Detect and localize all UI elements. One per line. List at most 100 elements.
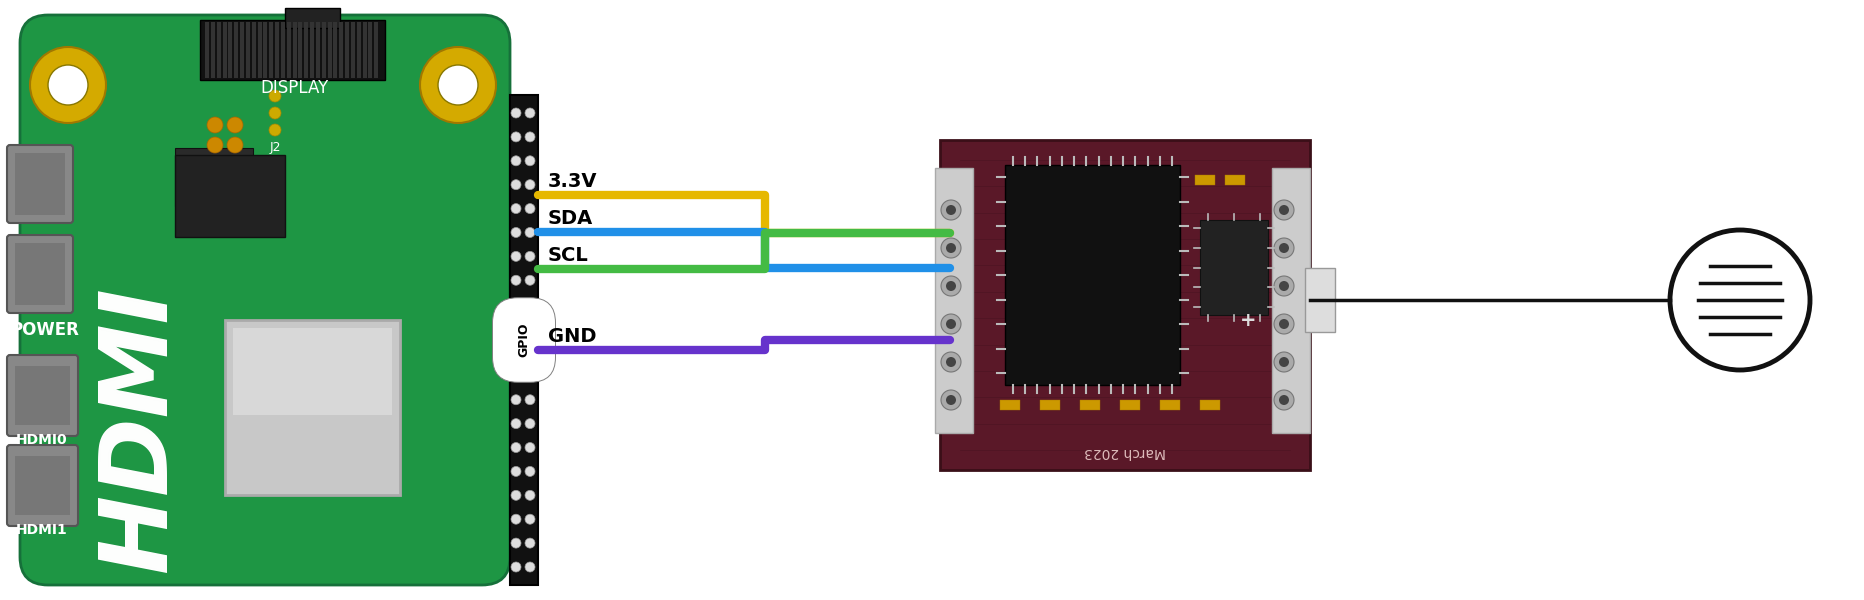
Text: POWER: POWER: [11, 321, 80, 339]
Bar: [15, 366, 71, 425]
Bar: [999, 400, 1020, 410]
Bar: [322, 22, 326, 78]
Bar: [362, 22, 367, 78]
Circle shape: [947, 205, 956, 215]
Circle shape: [30, 47, 106, 123]
Bar: [175, 155, 285, 237]
Circle shape: [511, 347, 522, 357]
Bar: [309, 22, 313, 78]
Bar: [375, 22, 378, 78]
Bar: [233, 328, 391, 415]
Circle shape: [1279, 357, 1290, 367]
Circle shape: [526, 490, 535, 500]
Circle shape: [941, 276, 962, 296]
Circle shape: [511, 108, 522, 118]
Bar: [939, 140, 1310, 470]
Bar: [15, 456, 71, 515]
Bar: [15, 153, 65, 215]
Circle shape: [1273, 238, 1294, 258]
FancyBboxPatch shape: [21, 15, 511, 585]
Bar: [1225, 175, 1245, 185]
Circle shape: [511, 179, 522, 190]
Circle shape: [1273, 314, 1294, 334]
Circle shape: [947, 243, 956, 253]
Circle shape: [1273, 352, 1294, 372]
Bar: [1120, 400, 1141, 410]
Text: +: +: [1240, 311, 1256, 329]
Circle shape: [511, 323, 522, 333]
Circle shape: [268, 124, 281, 136]
Bar: [257, 22, 261, 78]
Bar: [334, 22, 337, 78]
FancyBboxPatch shape: [7, 235, 73, 313]
Bar: [328, 22, 332, 78]
Circle shape: [526, 466, 535, 476]
Circle shape: [941, 200, 962, 220]
Circle shape: [526, 132, 535, 142]
FancyBboxPatch shape: [7, 355, 78, 436]
Bar: [246, 22, 250, 78]
Circle shape: [526, 203, 535, 214]
Circle shape: [941, 352, 962, 372]
Circle shape: [1279, 205, 1290, 215]
Bar: [356, 22, 362, 78]
Bar: [205, 22, 209, 78]
Circle shape: [438, 65, 477, 105]
Bar: [1200, 400, 1221, 410]
Text: J2: J2: [268, 142, 281, 154]
Bar: [511, 95, 539, 585]
Bar: [276, 22, 280, 78]
Circle shape: [1273, 276, 1294, 296]
Bar: [175, 148, 254, 206]
Circle shape: [526, 514, 535, 524]
Circle shape: [526, 275, 535, 285]
Circle shape: [511, 514, 522, 524]
Circle shape: [1279, 319, 1290, 329]
Circle shape: [1279, 281, 1290, 291]
Circle shape: [1279, 243, 1290, 253]
Text: GND: GND: [548, 327, 596, 346]
Bar: [350, 22, 354, 78]
Bar: [216, 22, 220, 78]
Bar: [1159, 400, 1180, 410]
Circle shape: [526, 347, 535, 357]
Circle shape: [511, 490, 522, 500]
Circle shape: [511, 395, 522, 405]
Bar: [281, 22, 285, 78]
FancyBboxPatch shape: [7, 145, 73, 223]
FancyBboxPatch shape: [7, 445, 78, 526]
Text: SCL: SCL: [548, 246, 589, 265]
Circle shape: [511, 132, 522, 142]
Circle shape: [947, 281, 956, 291]
Circle shape: [268, 90, 281, 102]
Bar: [240, 22, 244, 78]
Text: March 2023: March 2023: [1085, 445, 1167, 459]
Circle shape: [511, 251, 522, 262]
Circle shape: [526, 562, 535, 572]
Circle shape: [526, 371, 535, 381]
Bar: [235, 22, 239, 78]
Text: HDMI1: HDMI1: [17, 523, 67, 537]
Circle shape: [511, 562, 522, 572]
Circle shape: [207, 137, 224, 153]
Circle shape: [419, 47, 496, 123]
Bar: [268, 22, 274, 78]
Text: SDA: SDA: [548, 209, 593, 228]
Circle shape: [526, 323, 535, 333]
Circle shape: [526, 443, 535, 452]
Bar: [345, 22, 349, 78]
Bar: [287, 22, 291, 78]
Bar: [1195, 175, 1215, 185]
Circle shape: [1273, 390, 1294, 410]
Text: GPIO: GPIO: [518, 323, 531, 357]
Circle shape: [511, 156, 522, 166]
Bar: [227, 22, 233, 78]
Bar: [15, 243, 65, 305]
Bar: [304, 22, 308, 78]
Circle shape: [48, 65, 88, 105]
Circle shape: [511, 443, 522, 452]
Bar: [1200, 220, 1268, 315]
Text: 3.3V: 3.3V: [548, 172, 598, 191]
Circle shape: [526, 156, 535, 166]
Bar: [222, 22, 227, 78]
